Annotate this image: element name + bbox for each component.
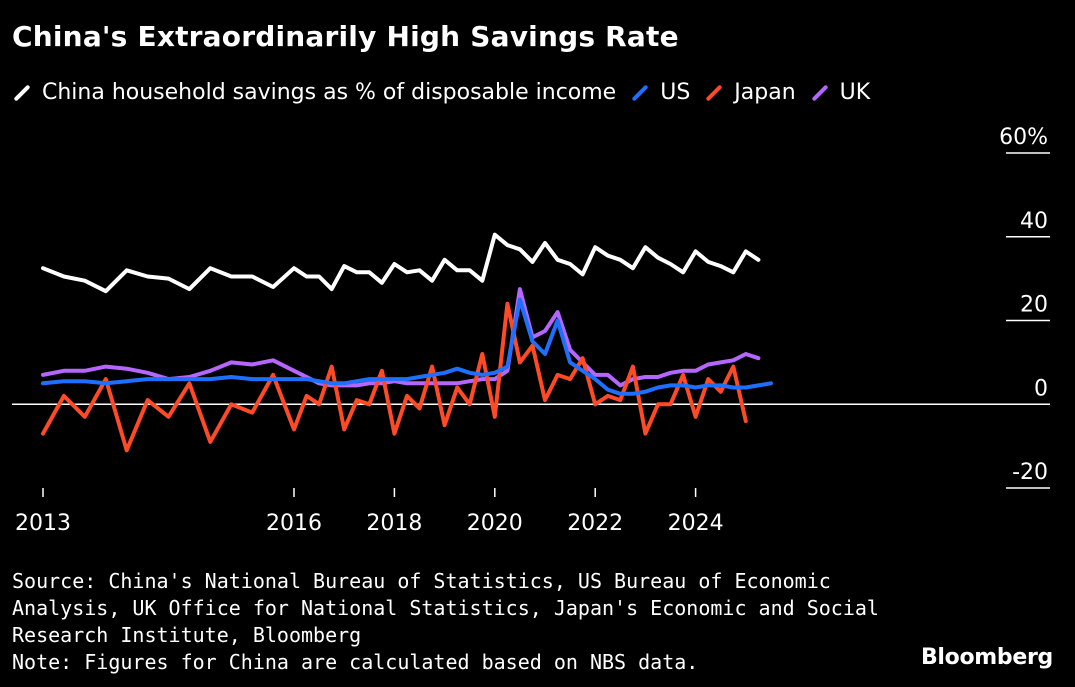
y-tick-label: 40 bbox=[1020, 209, 1048, 234]
y-tick-label: 0 bbox=[1034, 376, 1048, 401]
legend-item-japan: Japan bbox=[704, 80, 796, 105]
chart-title: China's Extraordinarily High Savings Rat… bbox=[12, 20, 679, 53]
uk-savings-line bbox=[41, 287, 761, 388]
y-tick-label: 20 bbox=[1020, 293, 1048, 318]
y-tick-label: -20 bbox=[1012, 460, 1048, 485]
legend-label-uk: UK bbox=[839, 80, 871, 105]
x-tick-label: 2013 bbox=[15, 511, 71, 536]
x-tick-label: 2018 bbox=[366, 511, 422, 536]
y-tick-label: 60% bbox=[999, 125, 1048, 150]
legend-label-japan: Japan bbox=[734, 80, 796, 105]
line-chart: 60% 40 20 0 -20 2013 2016 2018 2020 2022 2024 bbox=[12, 125, 1050, 536]
x-tick-label: 2024 bbox=[668, 511, 724, 536]
source-line: Analysis, UK Office for National Statist… bbox=[12, 596, 879, 620]
x-tick-label: 2016 bbox=[266, 511, 322, 536]
source-line: Research Institute, Bloomberg bbox=[12, 623, 362, 647]
source-note: Source: China's National Bureau of Stati… bbox=[12, 568, 879, 676]
legend-item-uk: UK bbox=[810, 80, 871, 105]
source-line: Source: China's National Bureau of Stati… bbox=[12, 569, 831, 593]
legend-label-us: US bbox=[660, 80, 691, 105]
legend-item-us: US bbox=[630, 80, 690, 105]
bloomberg-logo: Bloomberg bbox=[920, 645, 1053, 670]
legend-label-china: China household savings as % of disposab… bbox=[42, 80, 617, 105]
x-tick-label: 2020 bbox=[467, 511, 523, 536]
us-savings-line bbox=[41, 297, 773, 396]
x-tick-label: 2022 bbox=[567, 511, 623, 536]
note-line: Note: Figures for China are calculated b… bbox=[12, 650, 699, 674]
legend: China household savings as % of disposab… bbox=[12, 80, 884, 105]
japan-savings-line bbox=[41, 301, 748, 453]
legend-item-china: China household savings as % of disposab… bbox=[12, 80, 616, 105]
china-savings-line bbox=[41, 232, 761, 294]
